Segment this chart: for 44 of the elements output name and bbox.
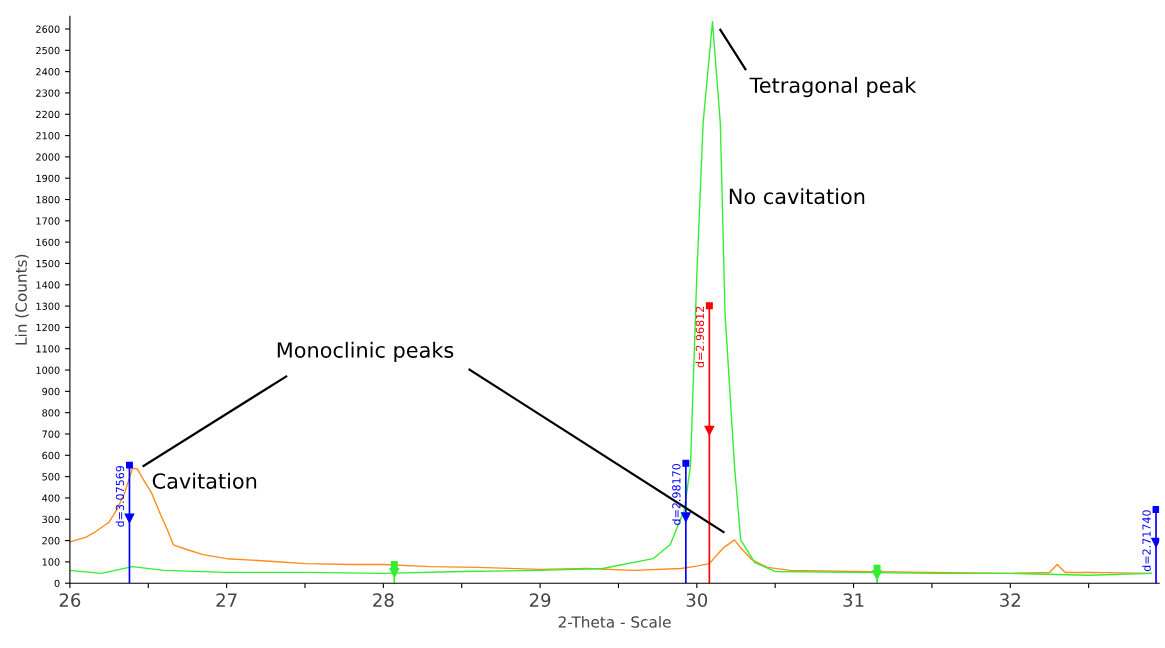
y-tick-label: 1700 (36, 217, 60, 225)
annotation: d=2.96812 (695, 306, 705, 368)
y-tick-label: 2400 (36, 68, 60, 76)
y-tick-label: 2500 (36, 46, 60, 55)
y-tick-label: 200 (42, 537, 60, 545)
annotation: d=3.07569 (115, 465, 125, 527)
y-tick-label: 1000 (36, 366, 60, 374)
annotation: Cavitation (152, 472, 257, 489)
y-tick-label: 400 (42, 494, 60, 502)
y-tick-label: 1100 (36, 345, 60, 353)
y-tick-label: 1300 (36, 302, 60, 310)
y-tick-label: 800 (42, 409, 60, 417)
y-tick-label: 600 (42, 451, 60, 460)
y-tick-label: 1600 (36, 238, 60, 246)
annotation: d=2.71740 (1142, 510, 1151, 572)
x-tick-label: 28 (373, 593, 394, 607)
y-tick-label: 0 (54, 579, 60, 588)
y-tick-label: 2000 (36, 153, 60, 161)
y-tick-label: 100 (42, 558, 60, 566)
y-tick-label: 700 (42, 430, 60, 438)
y-tick-label: 1800 (36, 195, 60, 204)
y-tick-label: 2100 (36, 132, 60, 140)
x-tick-label: 29 (529, 593, 551, 607)
x-tick-label: 30 (686, 593, 708, 607)
x-tick-label: 32 (1000, 593, 1020, 607)
x-tick-label: 26 (59, 593, 81, 607)
annotation: Monoclinic peaks (277, 341, 454, 362)
annotation: Tetragonal peak (749, 76, 917, 98)
x-axis-title: 2-Theta - Scale (558, 615, 671, 628)
y-tick-label: 1400 (36, 281, 60, 289)
y-axis-title: Lin (Counts) (15, 254, 29, 345)
y-tick-label: 300 (42, 515, 60, 524)
y-tick-label: 2600 (36, 25, 60, 33)
y-tick-label: 900 (42, 387, 60, 396)
x-tick-label: 27 (216, 593, 237, 607)
y-tick-label: 1200 (36, 323, 60, 332)
y-tick-label: 2200 (36, 110, 60, 119)
y-tick-label: 2300 (36, 89, 60, 97)
annotation: d=2.98170 (671, 463, 681, 525)
y-tick-label: 1500 (36, 259, 60, 268)
y-tick-label: 1900 (36, 174, 60, 183)
y-tick-label: 500 (42, 473, 60, 481)
annotation: No cavitation (729, 188, 865, 205)
x-tick-label: 31 (843, 593, 864, 607)
